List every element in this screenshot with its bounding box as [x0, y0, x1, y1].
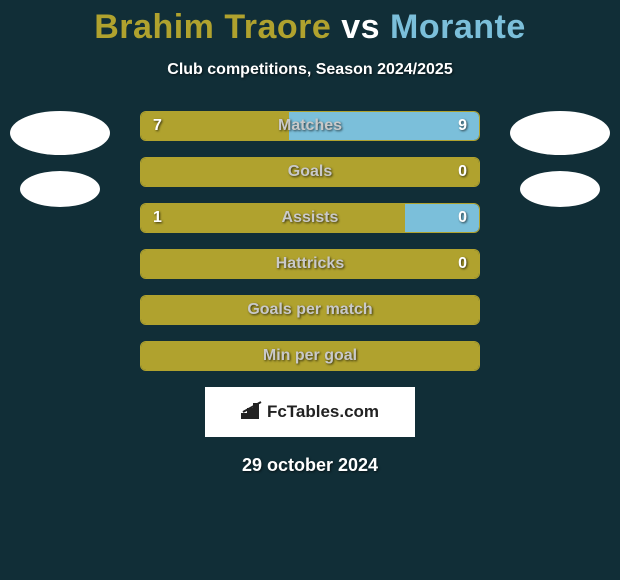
bar-label: Goals per match: [141, 301, 479, 319]
bar-row: Matches7 9: [140, 111, 480, 141]
title-player2: Morante: [390, 8, 526, 46]
player1-club-avatar: [20, 171, 100, 207]
page-title: Brahim Traore vs Morante: [0, 0, 620, 47]
player2-club-avatar: [520, 171, 600, 207]
bar-value-left: 1: [153, 209, 162, 227]
bar-value-right: 0: [458, 209, 467, 227]
subtitle: Club competitions, Season 2024/2025: [0, 61, 620, 79]
bar-row: Goals per match: [140, 295, 480, 325]
bar-value-right: 0: [458, 163, 467, 181]
brand-badge: FcTables.com: [205, 387, 415, 437]
bar-value-left: 7: [153, 117, 162, 135]
title-player1: Brahim Traore: [94, 8, 331, 46]
avatar-column-left: [10, 111, 110, 207]
bar-row: Assists1 0: [140, 203, 480, 233]
comparison-bars: Matches79Goals0Assists10Hattricks0Goals …: [140, 111, 480, 371]
bar-label: Matches: [141, 117, 479, 135]
title-vs: vs: [331, 8, 390, 46]
bar-row: Hattricks0: [140, 249, 480, 279]
avatar-column-right: [510, 111, 610, 207]
bar-row: Goals0: [140, 157, 480, 187]
bar-label: Assists: [141, 209, 479, 227]
bar-label: Hattricks: [141, 255, 479, 273]
bar-row: Min per goal: [140, 341, 480, 371]
player2-avatar: [510, 111, 610, 155]
brand-text: FcTables.com: [267, 402, 379, 422]
footer-date: 29 october 2024: [0, 455, 620, 476]
chart-icon: [241, 401, 263, 424]
bar-value-right: 0: [458, 255, 467, 273]
bar-label: Min per goal: [141, 347, 479, 365]
bar-label: Goals: [141, 163, 479, 181]
chart-area: Matches79Goals0Assists10Hattricks0Goals …: [0, 111, 620, 371]
player1-avatar: [10, 111, 110, 155]
bar-value-right: 9: [458, 117, 467, 135]
